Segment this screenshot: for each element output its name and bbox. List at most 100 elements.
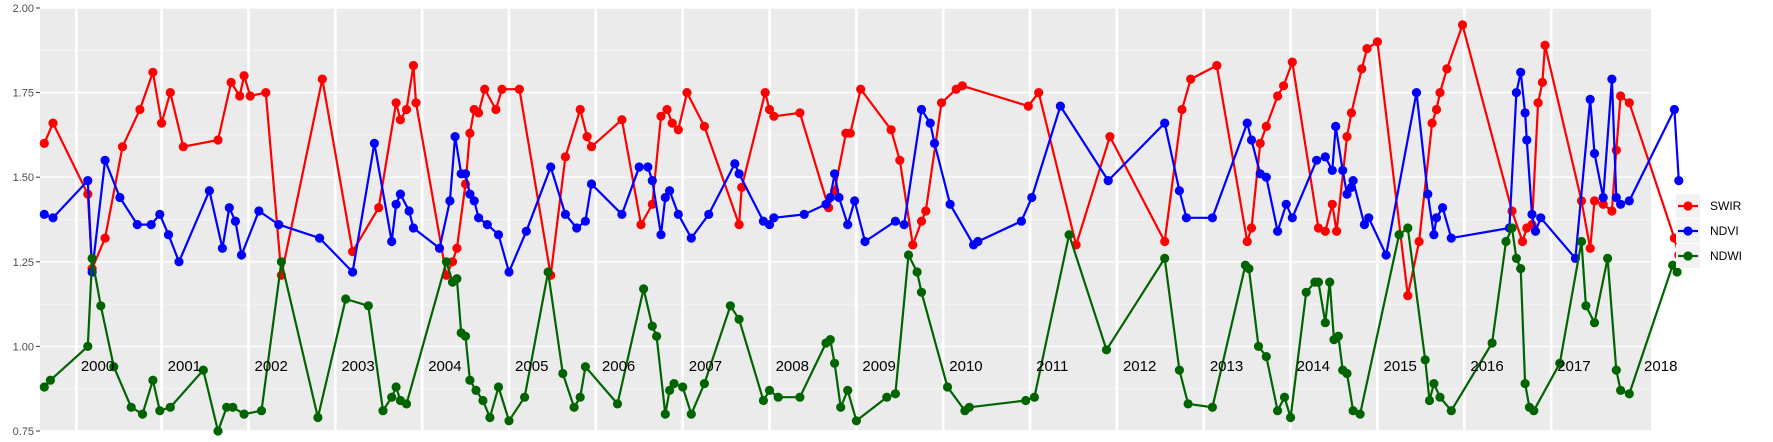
data-point-ndwi xyxy=(1101,345,1112,355)
data-point-ndvi xyxy=(1338,165,1348,175)
data-point-ndwi xyxy=(341,294,351,304)
data-point-ndwi xyxy=(612,399,623,409)
series-line-swir xyxy=(43,23,1680,297)
data-point-ndwi xyxy=(964,402,974,412)
year-label: 2008 xyxy=(776,358,809,375)
data-point-swir xyxy=(1598,199,1608,209)
data-point-ndvi xyxy=(395,189,405,199)
data-point-ndwi xyxy=(198,365,208,375)
data-point-swir xyxy=(1273,91,1283,101)
data-point-ndwi xyxy=(1429,379,1439,389)
data-point-ndwi xyxy=(1611,365,1621,375)
data-point-ndwi xyxy=(1435,392,1445,402)
data-point-ndvi xyxy=(850,196,860,206)
data-point-swir xyxy=(916,216,927,226)
data-point-ndvi xyxy=(1520,108,1530,118)
data-point-swir xyxy=(514,84,525,94)
data-point-ndvi xyxy=(1320,152,1330,162)
data-point-ndvi xyxy=(656,230,666,240)
data-point-ndvi xyxy=(504,267,514,277)
data-point-ndwi xyxy=(660,409,670,419)
data-point-swir xyxy=(656,111,666,121)
year-label: 2009 xyxy=(862,358,895,375)
data-point-ndvi xyxy=(1589,148,1600,159)
data-point-swir xyxy=(1261,121,1271,131)
data-point-ndwi xyxy=(1244,264,1254,274)
data-point-ndvi xyxy=(1207,213,1217,223)
data-point-ndvi xyxy=(1607,74,1617,84)
data-point-ndvi xyxy=(465,189,475,199)
data-point-ndvi xyxy=(769,213,779,223)
data-point-ndwi xyxy=(1273,406,1283,416)
data-point-ndvi xyxy=(1527,209,1537,219)
data-point-ndvi xyxy=(945,199,955,209)
data-point-swir xyxy=(395,115,405,125)
data-point-ndvi xyxy=(1246,135,1257,145)
data-point-swir xyxy=(157,118,167,128)
data-point-ndwi xyxy=(460,331,471,341)
data-point-ndvi xyxy=(1522,135,1532,145)
series-swir xyxy=(39,20,1684,301)
data-point-ndvi xyxy=(163,230,174,240)
data-point-ndwi xyxy=(1487,338,1497,348)
data-point-swir xyxy=(795,108,805,118)
data-point-swir xyxy=(1611,145,1621,155)
data-point-ndvi xyxy=(560,209,571,219)
data-point-ndwi xyxy=(1672,267,1682,277)
data-point-ndwi xyxy=(1207,402,1217,412)
data-point-ndwi xyxy=(639,284,649,294)
data-point-ndwi xyxy=(843,385,853,395)
data-point-ndvi xyxy=(1381,250,1391,260)
data-point-swir xyxy=(957,81,967,91)
data-point-ndwi xyxy=(569,402,579,412)
data-point-swir xyxy=(647,199,657,209)
legend-key-point xyxy=(1683,226,1693,236)
data-point-ndvi xyxy=(821,199,831,209)
year-label: 2005 xyxy=(515,358,548,375)
data-point-swir xyxy=(178,142,188,152)
data-point-swir xyxy=(1414,236,1424,247)
data-point-ndwi xyxy=(1507,223,1517,233)
data-point-ndvi xyxy=(580,216,591,226)
data-point-swir xyxy=(1332,226,1342,236)
data-point-swir xyxy=(1346,108,1356,118)
data-point-ndvi xyxy=(132,220,142,230)
data-point-ndvi xyxy=(734,169,744,179)
data-point-ndvi xyxy=(348,267,358,277)
data-point-swir xyxy=(408,60,418,71)
data-point-ndwi xyxy=(734,314,744,324)
data-point-ndvi xyxy=(973,236,983,247)
data-point-ndwi xyxy=(882,392,892,402)
legend-label-ndwi: NDWI xyxy=(1710,249,1742,263)
y-tick-label: 2.00 xyxy=(13,3,34,15)
y-tick-label: 0.75 xyxy=(13,426,34,438)
data-point-ndwi xyxy=(1174,365,1184,375)
data-point-swir xyxy=(374,203,384,213)
data-point-swir xyxy=(1507,206,1517,216)
data-point-swir xyxy=(764,104,775,115)
data-point-ndwi xyxy=(213,426,223,436)
data-point-ndvi xyxy=(1331,121,1341,131)
data-point-swir xyxy=(699,121,710,131)
data-point-swir xyxy=(1457,20,1468,30)
data-point-ndwi xyxy=(478,395,488,406)
series-line-ndvi xyxy=(43,71,1680,274)
data-point-ndwi xyxy=(1301,287,1311,297)
data-point-ndwi xyxy=(764,385,775,395)
data-point-ndvi xyxy=(1312,155,1322,165)
data-point-swir xyxy=(582,132,592,142)
data-point-swir xyxy=(1255,138,1265,148)
data-point-ndwi xyxy=(1261,352,1271,362)
data-point-ndvi xyxy=(843,220,853,230)
data-point-ndwi xyxy=(1576,236,1587,247)
data-point-ndvi xyxy=(217,243,227,253)
data-point-ndvi xyxy=(369,138,379,148)
data-point-swir xyxy=(100,233,110,243)
data-point-ndvi xyxy=(521,226,531,236)
data-point-ndwi xyxy=(942,382,953,392)
data-point-swir xyxy=(1023,101,1033,111)
data-point-ndwi xyxy=(96,301,106,311)
data-point-swir xyxy=(117,142,128,152)
data-point-swir xyxy=(1242,236,1252,247)
data-point-ndvi xyxy=(1616,199,1626,209)
